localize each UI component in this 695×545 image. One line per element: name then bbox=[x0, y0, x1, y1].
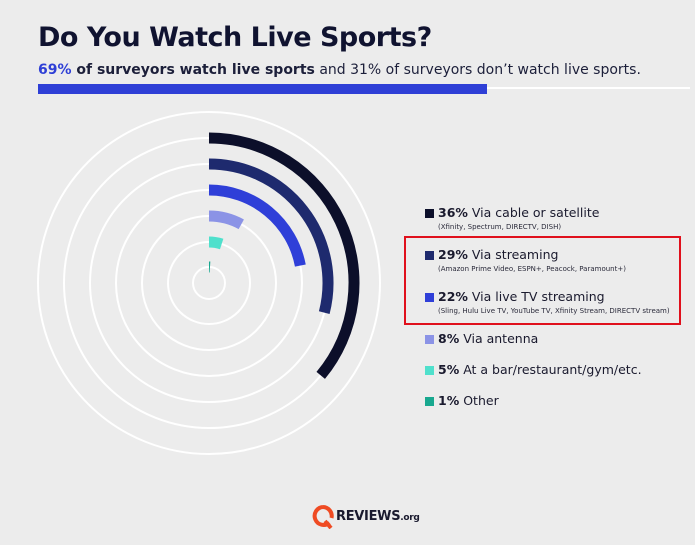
subtitle-highlight: 69% bbox=[38, 62, 72, 78]
legend-text: Via antenna bbox=[463, 331, 539, 346]
legend-text: Via streaming bbox=[471, 247, 559, 262]
summary-bar-fill bbox=[38, 84, 487, 94]
radial-bar-0 bbox=[208, 132, 360, 379]
legend-value: 8% bbox=[438, 331, 460, 346]
brand-text: REVIEWS bbox=[336, 509, 401, 524]
radial-bar-4 bbox=[208, 236, 224, 250]
legend-value: 5% bbox=[438, 362, 460, 377]
legend-value: 22% bbox=[438, 289, 468, 304]
subtitle: 69% of surveyors watch live sports and 3… bbox=[38, 62, 641, 78]
legend-label: 36% Via cable or satellite bbox=[438, 205, 599, 220]
subtitle-bold: of surveyors watch live sports bbox=[71, 62, 315, 78]
legend-label: 1% Other bbox=[438, 393, 499, 408]
legend-swatch bbox=[425, 397, 434, 406]
subtitle-rest: and 31% of surveyors don’t watch live sp… bbox=[314, 62, 641, 78]
highlight-box bbox=[404, 236, 681, 325]
q-logo-icon bbox=[312, 505, 334, 529]
legend-text: At a bar/restaurant/gym/etc. bbox=[463, 362, 642, 377]
radial-bar-3 bbox=[208, 210, 244, 230]
legend-swatch bbox=[425, 251, 434, 260]
legend-label: 29% Via streaming bbox=[438, 247, 558, 262]
legend-text: Other bbox=[463, 393, 499, 408]
legend-label: 5% At a bar/restaurant/gym/etc. bbox=[438, 362, 642, 377]
legend-swatch bbox=[425, 335, 434, 344]
radial-bar-2 bbox=[208, 184, 306, 267]
legend-label: 22% Via live TV streaming bbox=[438, 289, 605, 304]
grid-ring bbox=[167, 241, 251, 325]
page-title: Do You Watch Live Sports? bbox=[38, 22, 432, 53]
legend-text: Via live TV streaming bbox=[471, 289, 605, 304]
legend-sublabel: (Amazon Prime Video, ESPN+, Peacock, Par… bbox=[438, 265, 626, 273]
brand-tld: .org bbox=[400, 513, 420, 523]
legend-value: 36% bbox=[438, 205, 468, 220]
legend-value: 29% bbox=[438, 247, 468, 262]
legend-sublabel: (Xfinity, Spectrum, DIRECTV, DISH) bbox=[438, 223, 562, 231]
radial-bar-1 bbox=[208, 158, 334, 314]
grid-ring bbox=[192, 266, 226, 300]
legend-label: 8% Via antenna bbox=[438, 331, 538, 346]
legend-swatch bbox=[425, 366, 434, 375]
legend-sublabel: (Sling, Hulu Live TV, YouTube TV, Xfinit… bbox=[438, 307, 670, 315]
grid-ring bbox=[141, 215, 277, 351]
legend-value: 1% bbox=[438, 393, 460, 408]
legend-swatch bbox=[425, 209, 434, 218]
legend-swatch bbox=[425, 293, 434, 302]
legend-text: Via cable or satellite bbox=[471, 205, 600, 220]
grid-ring bbox=[37, 111, 381, 455]
brand-name: REVIEWS.org bbox=[336, 509, 420, 524]
